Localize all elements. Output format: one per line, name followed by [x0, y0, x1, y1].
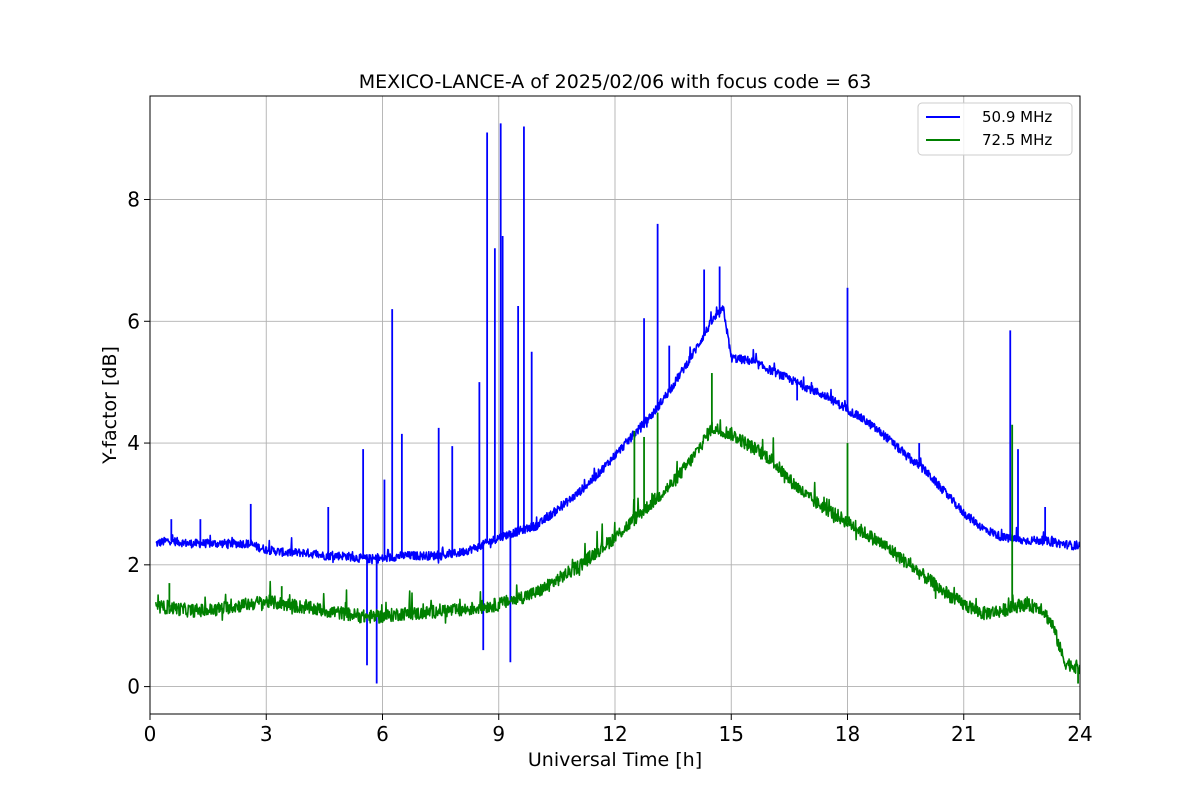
x-tick-label: 0: [144, 722, 157, 746]
y-tick-label: 4: [127, 431, 140, 455]
series-layer: [156, 123, 1080, 683]
y-tick-label: 6: [127, 309, 140, 333]
y-tick-label: 8: [127, 188, 140, 212]
x-tick-label: 9: [492, 722, 505, 746]
x-axis-label: Universal Time [h]: [528, 749, 702, 771]
series-line-72-5-mhz: [156, 420, 1080, 673]
x-tick-label: 24: [1067, 722, 1092, 746]
y-tick-label: 0: [127, 675, 140, 699]
legend-label-50-9-mhz: 50.9 MHz: [982, 108, 1052, 126]
series-line-50-9-mhz: [156, 306, 1080, 564]
legend: 50.9 MHz 72.5 MHz: [918, 103, 1072, 155]
y-tick-label: 2: [127, 553, 140, 577]
x-tick-label: 18: [835, 722, 860, 746]
x-tick-label: 3: [260, 722, 273, 746]
x-tick-label: 6: [376, 722, 389, 746]
x-tick-label: 12: [602, 722, 627, 746]
x-tick-label: 15: [719, 722, 744, 746]
grid: [150, 96, 1080, 714]
chart-title: MEXICO-LANCE-A of 2025/02/06 with focus …: [359, 71, 872, 93]
legend-label-72-5-mhz: 72.5 MHz: [982, 131, 1052, 149]
x-tick-label: 21: [951, 722, 976, 746]
y-axis-label: Y-factor [dB]: [99, 346, 121, 465]
